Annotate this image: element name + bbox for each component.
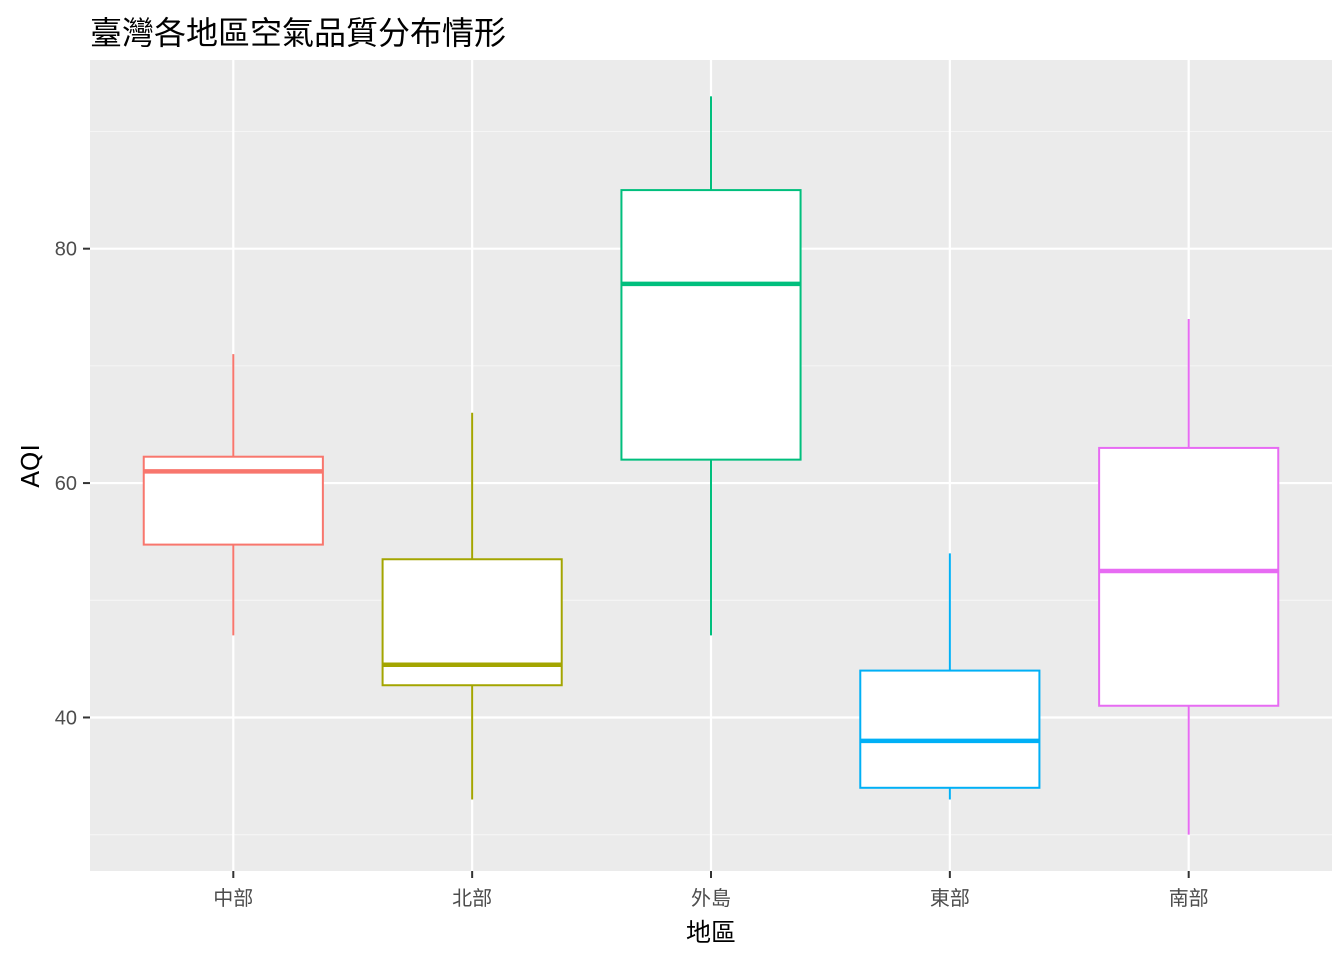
box-body-4: [1098, 446, 1280, 707]
box-1: [381, 412, 563, 800]
x-tick-label-0: 中部: [213, 887, 253, 910]
y-axis: 40 60 80: [55, 239, 90, 729]
x-axis-title: 地區: [686, 918, 736, 947]
x-tick-label-3: 東部: [930, 887, 970, 910]
y-axis-title: AQI: [16, 444, 45, 488]
box-body-2: [620, 189, 802, 461]
box-4: [1098, 319, 1280, 835]
x-tick-label-4: 南部: [1169, 887, 1209, 910]
chart-title: 臺灣各地區空氣品質分布情形: [90, 14, 507, 52]
x-axis: 中部 北部 外島 東部 南部: [213, 871, 1209, 910]
x-tick-label-2: 外島: [691, 887, 731, 910]
y-tick-label-80: 80: [55, 239, 77, 261]
y-tick-label-60: 60: [55, 473, 77, 495]
box-body-3: [859, 669, 1041, 789]
box-series: [142, 96, 1280, 835]
box-0: [142, 354, 324, 636]
box-3: [859, 553, 1041, 800]
y-tick-label-40: 40: [55, 707, 77, 729]
x-tick-label-1: 北部: [452, 887, 492, 910]
box-2: [620, 96, 802, 636]
